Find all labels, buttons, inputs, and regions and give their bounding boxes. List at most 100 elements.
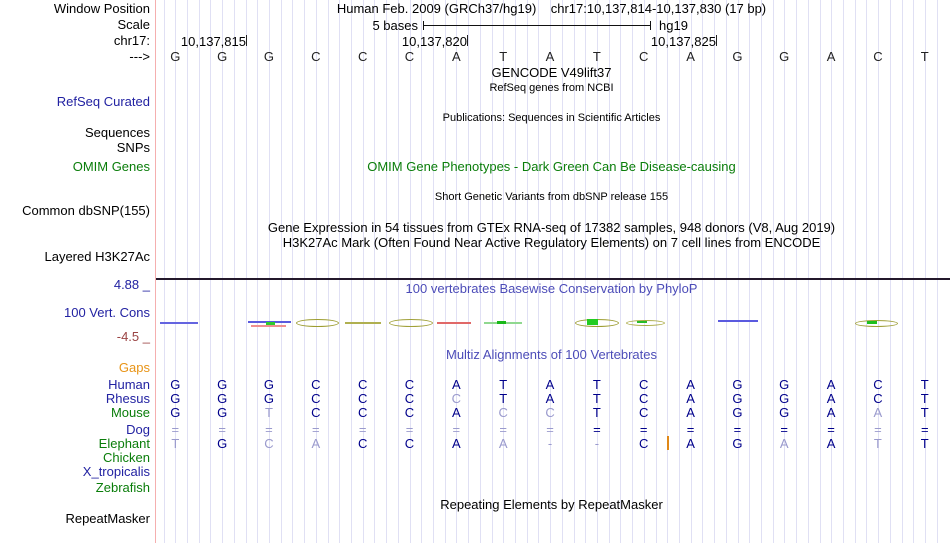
alignment-row-label-elephant[interactable]: Elephant bbox=[98, 436, 150, 451]
alignment-row-label-dog[interactable]: Dog bbox=[126, 422, 150, 437]
conservation-mark bbox=[855, 320, 898, 327]
alignment-base-human: A bbox=[826, 377, 836, 392]
alignment-base-dog: = bbox=[780, 422, 789, 437]
conservation-mark bbox=[867, 321, 877, 324]
sequence-base: A bbox=[826, 49, 836, 64]
track-label-100-vert-cons[interactable]: 100 Vert. Cons bbox=[64, 305, 150, 320]
gridline bbox=[561, 0, 563, 543]
gridline bbox=[444, 0, 446, 543]
track-header-gencode[interactable]: GENCODE V49lift37 bbox=[491, 65, 612, 80]
sequence-base: C bbox=[357, 49, 368, 64]
alignment-base-human: A bbox=[545, 377, 555, 392]
alignment-base-dog: = bbox=[639, 422, 648, 437]
gridline bbox=[596, 0, 598, 543]
conservation-mark bbox=[718, 320, 758, 322]
gridline bbox=[749, 0, 751, 543]
track-header-phylop[interactable]: 100 vertebrates Basewise Conservation by… bbox=[405, 281, 698, 296]
track-header-omim[interactable]: OMIM Gene Phenotypes - Dark Green Can Be… bbox=[367, 159, 736, 174]
alignment-base-elephant: - bbox=[594, 436, 600, 451]
gridline bbox=[526, 0, 528, 543]
gridline bbox=[468, 0, 470, 543]
gridline bbox=[339, 0, 341, 543]
alignment-base-rhesus: C bbox=[404, 391, 415, 406]
gridline bbox=[924, 0, 926, 543]
gridline bbox=[842, 0, 844, 543]
alignment-base-mouse: C bbox=[311, 405, 321, 420]
alignment-row-label-zebrafish[interactable]: Zebrafish bbox=[95, 480, 150, 495]
alignment-base-mouse: A bbox=[873, 405, 883, 420]
position-title: Human Feb. 2009 (GRCh37/hg19) chr17:10,1… bbox=[156, 2, 947, 16]
track-header-gtex[interactable]: Gene Expression in 54 tissues from GTEx … bbox=[267, 220, 836, 235]
sequence-base: G bbox=[170, 49, 181, 64]
alignment-base-dog: = bbox=[499, 422, 507, 437]
alignment-base-elephant: T bbox=[171, 436, 180, 451]
track-header-multiz[interactable]: Multiz Alignments of 100 Vertebrates bbox=[445, 347, 657, 362]
conservation-mark bbox=[160, 322, 198, 324]
alignment-base-rhesus: G bbox=[170, 391, 181, 406]
scale-label: Scale bbox=[117, 17, 150, 32]
alignment-row-label-chicken[interactable]: Chicken bbox=[103, 450, 150, 465]
gridline bbox=[889, 0, 891, 543]
track-label-repeatmasker[interactable]: RepeatMasker bbox=[65, 511, 150, 526]
track-header-repeatmasker[interactable]: Repeating Elements by RepeatMasker bbox=[440, 497, 663, 512]
alignment-base-human: T bbox=[499, 377, 508, 392]
alignment-base-human: G bbox=[263, 377, 275, 392]
alignment-base-human: G bbox=[732, 377, 743, 392]
gridline bbox=[643, 0, 645, 543]
alignment-base-mouse: A bbox=[686, 405, 695, 420]
alignment-base-elephant: T bbox=[920, 436, 929, 451]
alignment-base-elephant: C bbox=[357, 436, 368, 451]
gridline bbox=[233, 0, 235, 543]
alignment-base-human: C bbox=[357, 377, 368, 392]
alignment-base-human: C bbox=[873, 377, 883, 392]
sequence-base: T bbox=[920, 49, 929, 64]
alignment-base-elephant: G bbox=[732, 436, 743, 451]
track-label-common-dbsnp[interactable]: Common dbSNP(155) bbox=[22, 203, 150, 218]
track-label-layered-h3k27ac[interactable]: Layered H3K27Ac bbox=[44, 249, 150, 264]
conservation-mark bbox=[251, 325, 286, 327]
conservation-axis-max: 4.88 _ bbox=[113, 277, 150, 292]
alignment-row-label-mouse[interactable]: Mouse bbox=[110, 405, 150, 420]
alignment-base-human: G bbox=[217, 377, 228, 392]
alignment-base-dog: = bbox=[546, 422, 554, 437]
range-title: chr17:10,137,814-10,137,830 (17 bp) bbox=[550, 1, 767, 16]
alignment-base-mouse: G bbox=[732, 405, 743, 420]
coordinate-tick-2 bbox=[467, 35, 468, 46]
gridline bbox=[796, 0, 798, 543]
alignment-base-dog: = bbox=[920, 422, 929, 437]
alignment-base-mouse: C bbox=[638, 405, 649, 420]
alignment-base-dog: = bbox=[827, 422, 835, 437]
conservation-mark bbox=[637, 321, 647, 323]
track-header-publications[interactable]: Publications: Sequences in Scientific Ar… bbox=[442, 112, 661, 124]
alignment-base-human: C bbox=[311, 377, 321, 392]
alignment-row-label-gaps[interactable]: Gaps bbox=[118, 360, 150, 375]
gridline bbox=[714, 0, 716, 543]
track-label-refseq-curated[interactable]: RefSeq Curated bbox=[56, 94, 150, 109]
gridline bbox=[397, 0, 399, 543]
alignment-base-elephant: A bbox=[686, 436, 695, 451]
conservation-mark bbox=[296, 319, 339, 327]
alignment-base-dog: = bbox=[874, 422, 882, 437]
alignment-row-label-x-tropicalis[interactable]: X_tropicalis bbox=[82, 464, 150, 479]
track-label-snps[interactable]: SNPs bbox=[116, 140, 150, 155]
alignment-base-dog: = bbox=[733, 422, 742, 437]
alignment-base-rhesus: A bbox=[545, 391, 555, 406]
gridline bbox=[538, 0, 540, 543]
alignment-base-mouse: G bbox=[170, 405, 181, 420]
conservation-mark bbox=[266, 322, 275, 325]
alignment-base-rhesus: C bbox=[311, 391, 321, 406]
track-header-refseq-ncbi[interactable]: RefSeq genes from NCBI bbox=[489, 82, 614, 94]
track-header-h3k27ac[interactable]: H3K27Ac Mark (Often Found Near Active Re… bbox=[282, 235, 821, 250]
alignment-row-label-rhesus[interactable]: Rhesus bbox=[105, 391, 150, 406]
track-label-sequences[interactable]: Sequences bbox=[84, 125, 150, 140]
track-label-column: Window Position Scale chr17: ---> RefSeq… bbox=[0, 0, 152, 543]
conservation-mark bbox=[437, 322, 471, 324]
track-label-omim-genes[interactable]: OMIM Genes bbox=[72, 159, 150, 174]
alignment-base-elephant: A bbox=[451, 436, 461, 451]
alignment-base-elephant: A bbox=[779, 436, 789, 451]
gridline bbox=[678, 0, 680, 543]
alignment-row-label-human[interactable]: Human bbox=[108, 377, 150, 392]
alignment-base-human: T bbox=[920, 377, 929, 392]
gridline bbox=[936, 0, 938, 543]
track-header-dbsnp[interactable]: Short Genetic Variants from dbSNP releas… bbox=[434, 191, 669, 203]
